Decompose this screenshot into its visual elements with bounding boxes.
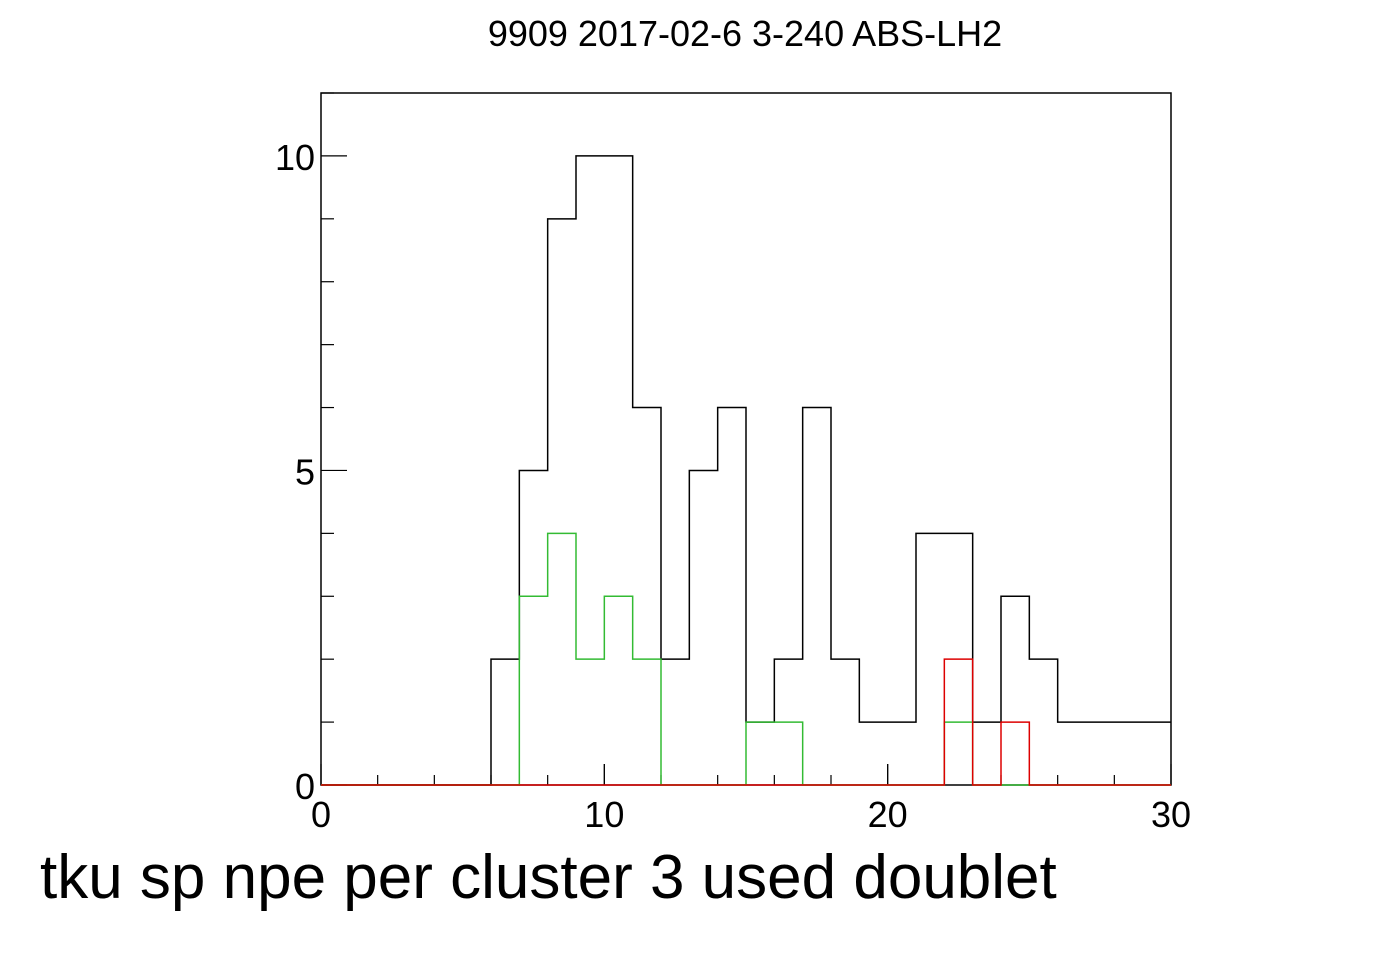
x-tick-label: 20 — [868, 794, 908, 835]
x-tick-label: 0 — [311, 794, 331, 835]
histogram-series-2 — [321, 658, 1171, 786]
y-tick-label: 10 — [275, 137, 315, 178]
x-axis-tick-labels: 0 10 20 30 — [311, 794, 1191, 835]
x-axis-label: tku sp npe per cluster 3 used doublet — [40, 843, 1057, 912]
y-tick-label: 0 — [295, 766, 315, 807]
x-tick-label: 30 — [1151, 794, 1191, 835]
chart-title: 9909 2017-02-6 3-240 ABS-LH2 — [488, 13, 1002, 54]
series-layer — [321, 155, 1171, 786]
histogram-series-0 — [321, 155, 1171, 786]
x-tick-label: 10 — [584, 794, 624, 835]
y-tick-label: 5 — [295, 451, 315, 492]
y-axis-ticks — [321, 92, 347, 786]
y-axis-tick-labels: 0 5 10 — [275, 137, 315, 807]
